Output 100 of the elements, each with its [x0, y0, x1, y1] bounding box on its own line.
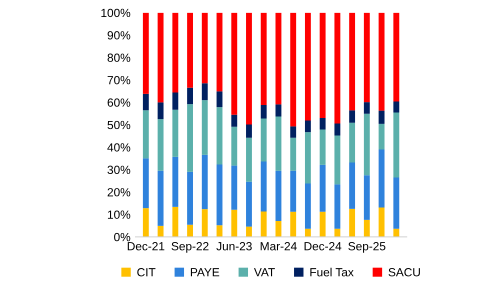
bar [202, 12, 208, 84]
bar [378, 149, 385, 208]
bar [142, 12, 149, 94]
x-tick-label: Jun-23 [216, 242, 252, 250]
bar [246, 12, 252, 125]
bar [231, 12, 238, 115]
y-tick-label: 20% [108, 188, 130, 196]
bar [334, 228, 340, 237]
bar [187, 172, 193, 225]
bar [364, 175, 370, 220]
bar [202, 209, 208, 237]
x-tick-label: Sep-22 [172, 242, 208, 253]
bar [158, 102, 164, 120]
legend-label: Fuel Tax [310, 268, 354, 276]
bar [260, 105, 267, 119]
bar [393, 228, 400, 237]
bar [276, 104, 282, 116]
bar [202, 100, 208, 155]
bar [364, 102, 370, 114]
bar [393, 112, 400, 178]
bar [276, 220, 282, 237]
bar [334, 136, 340, 184]
legend-label: PAYE [190, 268, 220, 276]
bar [378, 110, 385, 124]
bar [349, 110, 356, 123]
y-tick-label: 0% [114, 232, 130, 242]
y-tick-label: 80% [108, 54, 130, 62]
bar [260, 162, 267, 212]
bar [334, 123, 340, 136]
bar [246, 124, 252, 138]
bar [216, 225, 222, 237]
bar [378, 208, 385, 237]
bar [304, 12, 311, 121]
bar [364, 114, 370, 176]
bar [216, 107, 222, 164]
legend-label: VAT [254, 268, 275, 276]
bar [290, 212, 296, 237]
bar [334, 184, 340, 229]
x-tick-label: Dec-24 [304, 242, 342, 250]
bar [202, 154, 208, 210]
bar [202, 83, 208, 100]
bar [304, 132, 311, 184]
bar [276, 116, 282, 171]
bar [320, 118, 326, 130]
bar [364, 12, 370, 102]
bar [304, 120, 311, 132]
bar [290, 138, 296, 171]
bar [320, 129, 326, 165]
bar [304, 228, 311, 237]
bar [158, 12, 164, 102]
bar [378, 12, 385, 111]
y-tick-label: 50% [108, 120, 130, 130]
bar [276, 12, 282, 104]
bar [393, 177, 400, 229]
y-tick-label: 70% [108, 76, 130, 84]
y-tick-label: 10% [108, 210, 130, 219]
bar [290, 126, 296, 138]
bar [172, 12, 178, 92]
bar [158, 119, 164, 171]
bar [246, 226, 252, 237]
legend-label: SACU [388, 268, 420, 276]
bar [172, 110, 178, 157]
y-tick-label: 60% [108, 98, 130, 107]
bar [142, 158, 149, 208]
bar [260, 118, 267, 162]
y-tick-label: 100% [101, 8, 130, 18]
bar [172, 206, 178, 237]
bar [216, 12, 222, 92]
bar [172, 92, 178, 110]
y-tick-label: 90% [108, 31, 130, 40]
bar [260, 212, 267, 237]
bar [142, 208, 149, 237]
bar [349, 122, 356, 162]
bar [231, 126, 238, 166]
y-tick-label: 30% [108, 166, 130, 174]
x-tick-label: Sep-25 [348, 242, 386, 253]
bar [231, 114, 238, 127]
bar [158, 226, 164, 237]
bar [304, 184, 311, 229]
legend-label: CIT [137, 268, 156, 276]
bar [142, 110, 149, 158]
bar [142, 94, 149, 110]
bar [246, 182, 252, 227]
bar [216, 91, 222, 108]
bar [216, 164, 222, 226]
bar [393, 12, 400, 102]
bar [260, 12, 267, 106]
bar [231, 166, 238, 210]
bar [320, 164, 326, 212]
bar [320, 12, 326, 118]
bar [290, 170, 296, 212]
bar [349, 208, 356, 237]
bar [158, 170, 164, 226]
bar [187, 12, 193, 88]
bar [187, 224, 193, 237]
bar [187, 88, 193, 104]
bar [393, 101, 400, 112]
bar [246, 138, 252, 182]
x-tick-label: Dec-21 [128, 242, 164, 250]
bar [276, 170, 282, 221]
